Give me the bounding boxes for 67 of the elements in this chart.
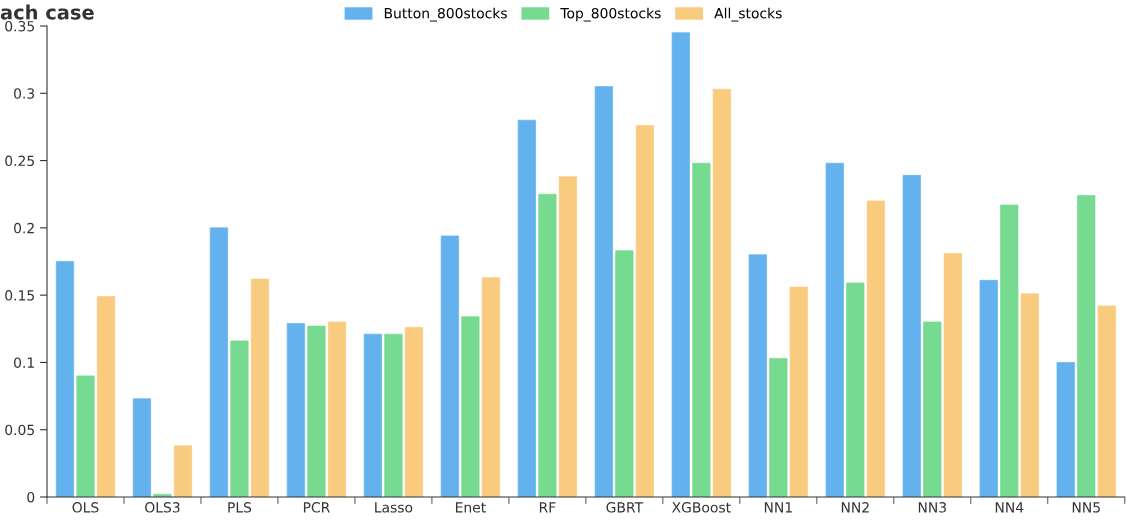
bar: [440, 235, 459, 497]
x-tick-label: GBRT: [606, 502, 644, 513]
y-tick-label: 0.35: [5, 20, 34, 32]
bar: [789, 286, 808, 497]
x-tick-label: NN5: [1072, 502, 1100, 513]
bar: [250, 278, 270, 497]
legend-label: Top_800stocks: [560, 7, 661, 22]
x-tick-label: NN1: [764, 502, 792, 513]
bar: [538, 193, 557, 497]
bar: [558, 176, 577, 497]
x-tick-label: RF: [539, 502, 556, 513]
y-tick-label: 0.15: [5, 290, 34, 301]
x-tick-label: Lasso: [375, 502, 413, 513]
x-tick-label: OLS3: [145, 502, 180, 513]
legend-label: All_stocks: [714, 7, 782, 22]
bar: [1077, 195, 1096, 497]
bar: [1020, 293, 1039, 497]
bar: [748, 254, 767, 497]
x-tick-label: PCR: [303, 502, 330, 513]
y-tick-label: 0.3: [14, 88, 35, 99]
chart-title: ach case: [0, 4, 94, 20]
bar: [132, 398, 152, 497]
bar: [902, 175, 921, 497]
y-tick-label: 0.2: [14, 222, 34, 234]
y-tick-label: 0.05: [5, 424, 34, 436]
bar: [1097, 305, 1116, 497]
bar: [461, 316, 480, 497]
bar: [327, 321, 347, 497]
y-tick-label: 0.1: [14, 357, 34, 368]
bar: [594, 86, 613, 497]
bar: [363, 333, 382, 497]
bar: [866, 200, 885, 497]
bar: [481, 277, 500, 497]
bar: [517, 119, 536, 497]
bar: [769, 358, 788, 497]
bar: [96, 296, 116, 497]
bar: [825, 162, 844, 497]
bar: [286, 323, 305, 497]
bar: [230, 340, 249, 497]
y-tick-label: 0: [27, 491, 35, 503]
bar: [173, 445, 193, 497]
x-tick-label: XGBoost: [672, 502, 731, 513]
bar: [1000, 204, 1019, 497]
x-tick-label: PLS: [228, 502, 252, 513]
y-tick-label: 0.25: [5, 155, 34, 167]
bar: [846, 282, 865, 497]
x-tick-label: NN2: [841, 502, 869, 513]
bar: [384, 333, 403, 497]
bar: [1056, 362, 1075, 497]
bar: [923, 321, 942, 497]
bar: [76, 375, 95, 497]
bar: [404, 327, 424, 497]
bar: [55, 261, 75, 497]
bar: [979, 279, 998, 497]
bar: [307, 325, 326, 497]
x-tick-label: OLS: [72, 502, 99, 513]
bar: [712, 88, 731, 497]
bar: [692, 162, 711, 497]
bar: [943, 253, 962, 497]
x-tick-label: NN3: [918, 502, 946, 513]
bar: [671, 32, 690, 497]
x-tick-label: NN4: [995, 502, 1024, 513]
bar: [615, 250, 634, 497]
x-tick-label: Enet: [455, 502, 486, 513]
bar: [209, 227, 228, 497]
legend-label: Button_800stocks: [384, 7, 507, 22]
bar: [635, 125, 654, 497]
